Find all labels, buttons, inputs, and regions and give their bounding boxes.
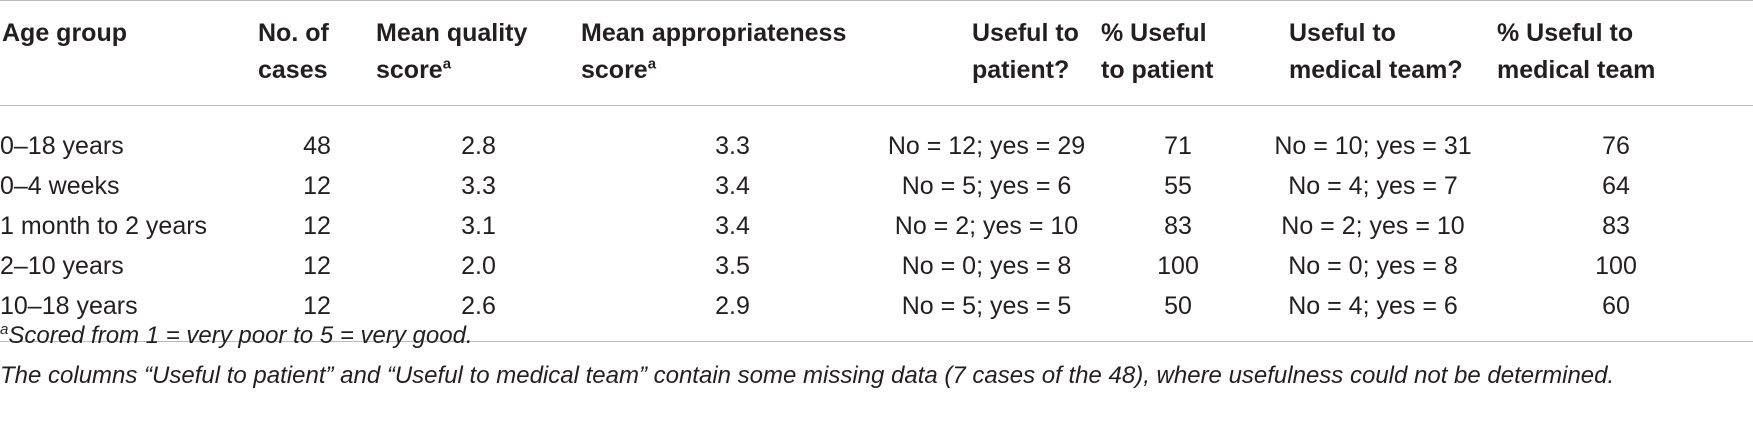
cell-age-group: 0–4 weeks — [0, 172, 120, 200]
cell-useful-team: No = 0; yes = 8 — [1288, 252, 1458, 280]
table-row: 1 month to 2 years 12 3.1 3.4 No = 2; ye… — [0, 206, 1753, 246]
cell-percent-team: 60 — [1479, 286, 1753, 342]
cell-quality: 3.1 — [461, 212, 496, 240]
footnote-a-text: Scored from 1 = very poor to 5 = very go… — [8, 322, 473, 349]
cell-quality: 2.6 — [376, 286, 581, 342]
cell-quality: 3.3 — [461, 172, 496, 200]
cell-useful-team: No = 2; yes = 10 — [1281, 212, 1465, 240]
header-no-of-cases: No. of cases — [258, 0, 376, 106]
cell-cases: 12 — [258, 286, 376, 342]
table-row: 0–4 weeks 12 3.3 3.4 No = 5; yes = 6 55 … — [0, 166, 1753, 206]
table-row: 2–10 years 12 2.0 3.5 No = 0; yes = 8 10… — [0, 246, 1753, 286]
cell-quality: 2.0 — [461, 252, 496, 280]
cell-useful-team: No = 10; yes = 31 — [1274, 132, 1472, 160]
cell-percent-patient: 50 — [1089, 286, 1267, 342]
cell-percent-patient: 83 — [1164, 212, 1192, 240]
cell-appropriateness: 3.5 — [715, 252, 750, 280]
footnote-missing-data: The columns “Useful to patient” and “Use… — [0, 362, 1615, 389]
cell-percent-team: 64 — [1602, 172, 1630, 200]
header-mean-appropriateness-score: Mean appropriateness scorea — [581, 0, 884, 106]
cell-cases: 12 — [303, 252, 331, 280]
header-age-group: Age group — [0, 0, 258, 106]
header-useful-to-medical-team: Useful to medical team? — [1267, 0, 1479, 106]
cell-useful-team: No = 4; yes = 7 — [1288, 172, 1458, 200]
footnote-marker: a — [442, 55, 452, 73]
cell-quality: 2.8 — [461, 132, 496, 160]
cell-age-group: 2–10 years — [0, 252, 124, 280]
cell-percent-patient: 100 — [1157, 252, 1199, 280]
footnote-marker: a — [647, 55, 657, 73]
cell-appropriateness: 2.9 — [581, 286, 884, 342]
cell-useful-patient: No = 2; yes = 10 — [894, 212, 1079, 240]
results-table: Age group No. of cases Mean quality scorea… — [0, 0, 1753, 342]
cell-age-group: 1 month to 2 years — [0, 212, 208, 240]
cell-cases: 48 — [303, 132, 331, 160]
cell-appropriateness: 3.4 — [715, 212, 750, 240]
footnote-marker: a — [0, 321, 9, 338]
table-footnotes: aScored from 1 = very poor to 5 = very g… — [0, 316, 1753, 396]
cell-useful-patient: No = 12; yes = 29 — [887, 132, 1086, 160]
header-percent-useful-to-patient: % Useful to patient — [1089, 0, 1267, 106]
cell-appropriateness: 3.4 — [715, 172, 750, 200]
footnote-a: aScored from 1 = very poor to 5 = very g… — [0, 316, 1753, 356]
cell-appropriateness: 3.3 — [715, 132, 750, 160]
cell-percent-team: 76 — [1602, 132, 1630, 160]
cell-percent-team: 100 — [1595, 252, 1637, 280]
cell-percent-team: 83 — [1602, 212, 1630, 240]
cell-age-group: 10–18 years — [0, 286, 258, 342]
header-percent-useful-to-medical-team: % Useful to medical team — [1479, 0, 1753, 106]
cell-cases: 12 — [303, 172, 331, 200]
cell-cases: 12 — [303, 212, 331, 240]
header-mean-quality-score: Mean quality scorea — [376, 0, 581, 106]
cell-useful-patient: No = 0; yes = 8 — [901, 252, 1072, 280]
header-useful-to-patient: Useful to patient? — [884, 0, 1089, 106]
cell-useful-patient: No = 5; yes = 6 — [901, 172, 1072, 200]
table-header-row: Age group No. of cases Mean quality scorea… — [0, 0, 1753, 106]
table-row: 0–18 years 48 2.8 3.3 No = 12; yes = 29 … — [0, 106, 1753, 167]
cell-percent-patient: 71 — [1164, 132, 1192, 160]
cell-useful-patient: No = 5; yes = 5 — [884, 286, 1089, 342]
cell-percent-patient: 55 — [1164, 172, 1192, 200]
cell-useful-team: No = 4; yes = 6 — [1267, 286, 1479, 342]
table-row: 10–18 years 12 2.6 2.9 No = 5; yes = 5 5… — [0, 286, 1753, 342]
cell-age-group: 0–18 years — [0, 132, 124, 160]
